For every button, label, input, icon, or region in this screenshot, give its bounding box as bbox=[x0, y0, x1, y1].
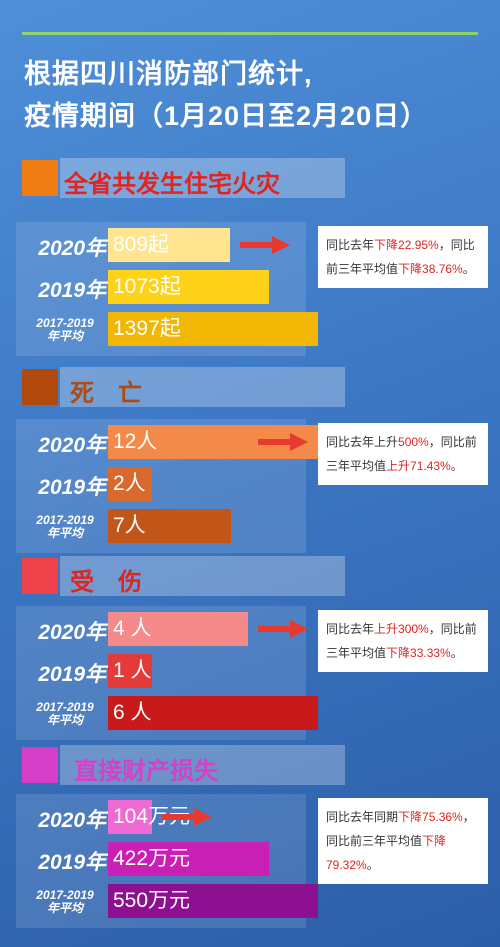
note-segment: 下降79.32% bbox=[326, 834, 447, 872]
section-4-category-label: 2017-2019 年平均 bbox=[36, 888, 94, 915]
page-title-line-2: 疫情期间（1月20日至2月20日） bbox=[24, 101, 429, 131]
section-4-comparison-note: 同比去年同期下降75.36%，同比前三年平均值下降79.32%。 bbox=[318, 798, 488, 884]
section-4-bar-value: 550万元 bbox=[113, 889, 191, 912]
note-segment: 。 bbox=[366, 858, 379, 872]
note-segment: 下降22.95% bbox=[374, 238, 439, 252]
note-segment: 500% bbox=[398, 435, 429, 449]
section-3-bar bbox=[108, 696, 318, 730]
section-2-category-label: 2019年 bbox=[38, 476, 106, 499]
arrow-icon bbox=[258, 433, 308, 451]
section-2-category-label: 2020年 bbox=[38, 434, 106, 457]
section-1-category-label: 2019年 bbox=[38, 279, 106, 302]
note-segment: 下降38.76% bbox=[398, 262, 463, 276]
note-segment: 同比去年同期 bbox=[326, 810, 399, 824]
section-1-bar-value: 1397起 bbox=[113, 317, 181, 340]
section-2-bar-value: 2人 bbox=[113, 472, 146, 495]
section-3-title: 受 伤 bbox=[70, 569, 142, 596]
section-4-bar bbox=[108, 800, 152, 834]
note-segment: ，同比前三年平均值 bbox=[326, 238, 475, 276]
section-3-category-label: 2017-2019 年平均 bbox=[36, 700, 94, 727]
section-3-bar bbox=[108, 612, 248, 646]
section-1-bar-value: 809起 bbox=[113, 233, 170, 256]
arrow-icon bbox=[240, 236, 290, 254]
section-1-bar-value: 1073起 bbox=[113, 275, 181, 298]
section-2-bar-value: 12人 bbox=[113, 430, 158, 453]
section-1-category-label: 2017-2019 年平均 bbox=[36, 316, 94, 343]
note-segment: 下降75.36% bbox=[398, 810, 463, 824]
section-2-bar bbox=[108, 467, 152, 501]
section-4-title: 直接财产损失 bbox=[74, 758, 218, 785]
section-2-title: 死 亡 bbox=[70, 380, 142, 407]
section-3-bar-value: 4 人 bbox=[113, 617, 152, 640]
section-2-title-band bbox=[60, 367, 345, 407]
note-segment: 。 bbox=[450, 459, 463, 473]
section-4-bar bbox=[108, 884, 318, 918]
section-4-category-label: 2020年 bbox=[38, 809, 106, 832]
section-4-title-band bbox=[60, 745, 345, 785]
section-1-bar bbox=[108, 312, 318, 346]
section-3-title-band bbox=[60, 556, 345, 596]
note-segment: ，同比前三年平均值 bbox=[326, 622, 477, 660]
section-3-category-label: 2019年 bbox=[38, 663, 106, 686]
note-segment: 同比去年 bbox=[326, 622, 375, 636]
section-3-square bbox=[22, 558, 58, 594]
note-segment: ，同比前三年平均值 bbox=[326, 435, 477, 473]
section-3-category-label: 2020年 bbox=[38, 621, 106, 644]
section-1-bar bbox=[108, 228, 230, 262]
section-3-bar-value: 1 人 bbox=[113, 659, 152, 682]
section-2-square bbox=[22, 369, 58, 405]
section-1-square bbox=[22, 160, 58, 196]
section-1-title-band bbox=[60, 158, 345, 198]
section-2-bar-value: 7人 bbox=[113, 514, 146, 537]
section-2-bar bbox=[108, 509, 231, 543]
note-segment: 。 bbox=[462, 262, 475, 276]
section-2-comparison-note: 同比去年上升500%，同比前三年平均值上升71.43%。 bbox=[318, 423, 488, 485]
page-title-line-1: 根据四川消防部门统计, bbox=[24, 59, 313, 89]
section-1-comparison-note: 同比去年下降22.95%，同比前三年平均值下降38.76%。 bbox=[318, 226, 488, 288]
note-segment: 上升300% bbox=[374, 622, 429, 636]
section-3-comparison-note: 同比去年上升300%，同比前三年平均值下降33.33%。 bbox=[318, 610, 488, 672]
note-segment: 同比去年 bbox=[326, 238, 375, 252]
note-segment: 上升71.43% bbox=[386, 459, 451, 473]
note-segment: 。 bbox=[450, 646, 463, 660]
section-4-bar-value: 104万元 bbox=[113, 805, 191, 828]
section-4-bar-value: 422万元 bbox=[113, 847, 191, 870]
section-1-title: 全省共发生住宅火灾 bbox=[64, 171, 280, 198]
section-2-category-label: 2017-2019 年平均 bbox=[36, 513, 94, 540]
note-segment: ，同比前三年平均值 bbox=[326, 810, 475, 848]
section-3-bar-value: 6 人 bbox=[113, 701, 152, 724]
section-1-bar bbox=[108, 270, 269, 304]
section-4-category-label: 2019年 bbox=[38, 851, 106, 874]
note-segment: 下降33.33% bbox=[386, 646, 451, 660]
note-segment: 同比去年上升 bbox=[326, 435, 399, 449]
arrow-icon bbox=[162, 808, 212, 826]
top-rule bbox=[22, 32, 478, 35]
arrow-icon bbox=[258, 620, 308, 638]
section-3-bar bbox=[108, 654, 152, 688]
section-1-category-label: 2020年 bbox=[38, 237, 106, 260]
section-4-square bbox=[22, 747, 58, 783]
section-4-bar bbox=[108, 842, 269, 876]
